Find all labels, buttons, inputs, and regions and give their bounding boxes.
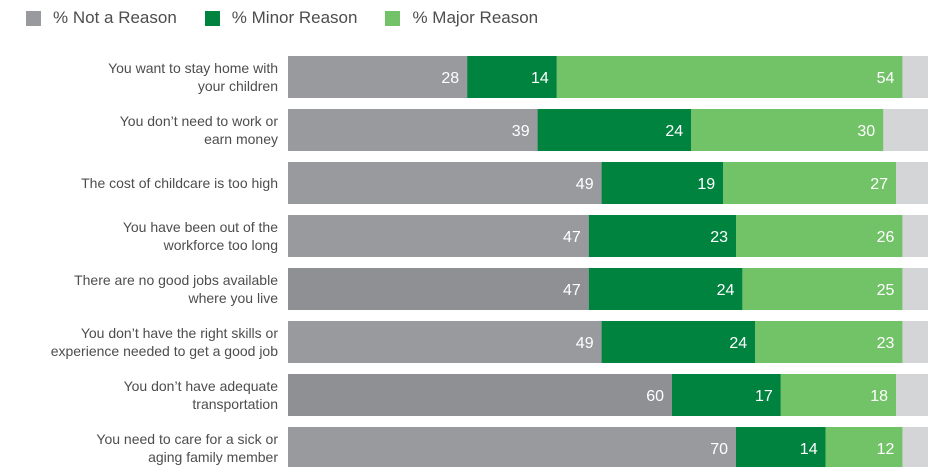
value-label-minor-reason: 23 [710, 229, 728, 246]
value-label-major-reason: 25 [877, 282, 895, 299]
value-label-major-reason: 30 [857, 123, 875, 140]
bar-not-a-reason [288, 427, 736, 467]
category-label-line: experience needed to get a good job [51, 343, 279, 359]
category-label: There are no good jobs available where yo… [74, 272, 278, 306]
legend-swatch-major-reason [385, 10, 401, 26]
value-label-minor-reason: 24 [729, 335, 747, 352]
bar-not-a-reason [288, 374, 672, 416]
bar-major-reason [556, 56, 903, 98]
category-label: You don’t have the right skills or experi… [51, 325, 279, 359]
category-label: The cost of childcare is too high [81, 175, 278, 191]
category-label: You don’t have adequate transportation [124, 378, 279, 412]
chart-legend: % Not a Reason % Minor Reason % Major Re… [26, 6, 566, 30]
bar-not-a-reason [288, 268, 589, 310]
value-label-minor-reason: 19 [697, 176, 715, 193]
category-label-line: your children [198, 78, 278, 94]
value-label-not-a-reason: 47 [563, 282, 581, 299]
bar-not-a-reason [288, 109, 538, 151]
category-label-line: aging family member [148, 449, 278, 465]
value-label-minor-reason: 14 [800, 441, 818, 458]
value-label-not-a-reason: 28 [441, 70, 459, 87]
bar-minor-reason [537, 109, 692, 151]
value-label-minor-reason: 24 [665, 123, 683, 140]
value-label-not-a-reason: 47 [563, 229, 581, 246]
bar-not-a-reason [288, 321, 602, 363]
value-label-major-reason: 23 [877, 335, 895, 352]
value-label-major-reason: 12 [877, 441, 895, 458]
category-label-line: You have been out of the [123, 219, 278, 235]
category-label-line: where you live [188, 290, 279, 306]
category-label: You don’t need to work or earn money [120, 113, 279, 147]
bar-major-reason [825, 427, 903, 467]
bar-major-reason [742, 268, 903, 310]
bar-major-reason [755, 321, 903, 363]
bar-not-a-reason [288, 162, 602, 204]
category-label-line: earn money [204, 131, 278, 147]
value-label-major-reason: 54 [877, 70, 895, 87]
category-label-line: You want to stay home with [108, 60, 278, 76]
category-label-line: You don’t have the right skills or [81, 325, 278, 341]
category-label: You want to stay home with your children [108, 60, 278, 94]
legend-label-minor-reason: % Minor Reason [231, 8, 358, 27]
category-label: You have been out of the workforce too lo… [123, 219, 278, 253]
category-label-line: workforce too long [163, 237, 278, 253]
value-label-not-a-reason: 70 [710, 441, 728, 458]
bar-major-reason [691, 109, 884, 151]
bar-major-reason [780, 374, 896, 416]
legend-label-major-reason: % Major Reason [412, 8, 539, 27]
bar-minor-reason [672, 374, 781, 416]
bar-minor-reason [588, 215, 736, 257]
bar-minor-reason [467, 56, 557, 98]
value-label-not-a-reason: 60 [646, 388, 664, 405]
bar-minor-reason [601, 321, 756, 363]
category-label-line: There are no good jobs available [74, 272, 278, 288]
bar-major-reason [736, 215, 903, 257]
legend-label-not-a-reason: % Not a Reason [53, 8, 177, 27]
value-label-minor-reason: 14 [531, 70, 549, 87]
category-label: You need to care for a sick or aging fami… [96, 431, 278, 465]
category-label-line: You don’t have adequate [124, 378, 279, 394]
bar-not-a-reason [288, 56, 468, 98]
value-label-not-a-reason: 39 [512, 123, 530, 140]
bar-not-a-reason [288, 215, 589, 257]
category-label-line: You don’t need to work or [120, 113, 279, 129]
category-label-line: transportation [192, 396, 278, 412]
legend-swatch-minor-reason [204, 10, 220, 26]
bar-minor-reason [601, 162, 724, 204]
value-label-not-a-reason: 49 [576, 176, 594, 193]
value-label-minor-reason: 24 [717, 282, 735, 299]
bar-minor-reason [588, 268, 743, 310]
bar-major-reason [723, 162, 896, 204]
value-label-major-reason: 27 [870, 176, 888, 193]
value-label-major-reason: 18 [870, 388, 888, 405]
legend-swatch-not-a-reason [26, 10, 41, 26]
value-label-not-a-reason: 49 [576, 335, 594, 352]
legend-item-major-reason: % Major Reason [385, 8, 538, 28]
legend-item-not-a-reason: % Not a Reason [26, 8, 177, 28]
bar-minor-reason [736, 427, 826, 467]
legend-item-minor-reason: % Minor Reason [204, 8, 358, 28]
category-label-line: You need to care for a sick or [96, 431, 278, 447]
value-label-major-reason: 26 [877, 229, 895, 246]
value-label-minor-reason: 17 [755, 388, 773, 405]
